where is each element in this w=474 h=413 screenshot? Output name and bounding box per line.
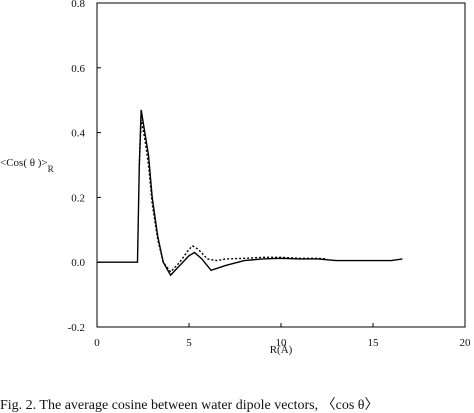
y-axis-label-subscript: R <box>48 164 54 174</box>
x-tick-label: 15 <box>368 337 380 349</box>
line-series <box>138 119 328 274</box>
y-tick-label: 0.0 <box>71 257 85 269</box>
y-tick-label: 0.4 <box>71 128 85 140</box>
x-axis-label: R(Å) <box>270 344 293 356</box>
caption: Fig. 2. The average cosine between water… <box>0 397 379 413</box>
y-axis-label: <Cos( θ )>R <box>0 157 54 174</box>
x-tick-label: 20 <box>460 337 472 349</box>
plot-frame <box>96 2 466 328</box>
y-tick-label: 0.2 <box>71 192 85 204</box>
y-tick-label: 0.8 <box>71 0 85 10</box>
x-tick-label: 10 <box>276 337 288 349</box>
y-tick-label: -0.2 <box>68 322 85 334</box>
y-axis-label-main: <Cos( θ )> <box>0 157 48 169</box>
y-tick-label: 0.6 <box>71 63 85 75</box>
line-series <box>97 109 403 277</box>
x-tick-label: 0 <box>94 337 100 349</box>
x-tick-label: 5 <box>186 337 192 349</box>
